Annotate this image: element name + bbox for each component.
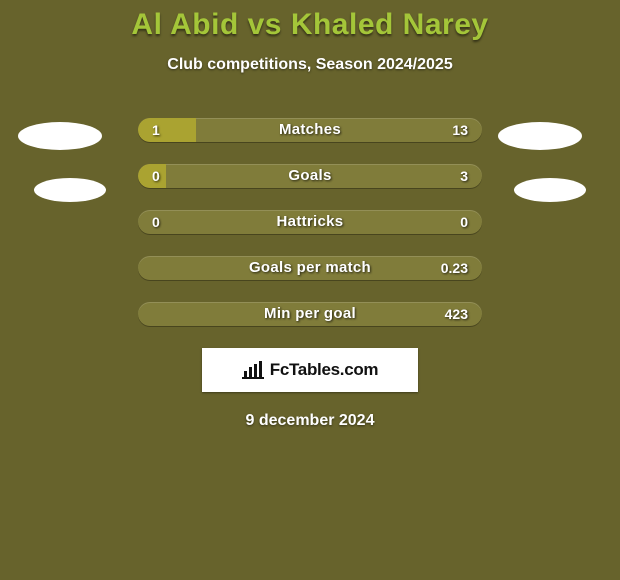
left-player-badge [18, 122, 102, 150]
subtitle: Club competitions, Season 2024/2025 [0, 56, 620, 74]
stat-row: 00Hattricks [138, 210, 482, 234]
stat-label: Matches [138, 118, 482, 142]
stat-row: 03Goals [138, 164, 482, 188]
stat-row: 423Min per goal [138, 302, 482, 326]
snapshot-date: 9 december 2024 [0, 412, 620, 430]
stats-comparison: 113Matches 03Goals 00Hattricks 0.23Goals pe… [138, 118, 482, 326]
stat-label: Min per goal [138, 302, 482, 326]
stat-label: Goals per match [138, 256, 482, 280]
right-player-badge [498, 122, 582, 150]
site-badge: FcTables.com [202, 348, 418, 392]
page-title: Al Abid vs Khaled Narey [0, 0, 620, 42]
left-player-badge [34, 178, 106, 202]
stat-label: Hattricks [138, 210, 482, 234]
stat-label: Goals [138, 164, 482, 188]
stat-row: 0.23Goals per match [138, 256, 482, 280]
stat-row: 113Matches [138, 118, 482, 142]
bar-chart-icon [242, 361, 264, 379]
right-player-badge [514, 178, 586, 202]
site-name: FcTables.com [270, 360, 379, 380]
